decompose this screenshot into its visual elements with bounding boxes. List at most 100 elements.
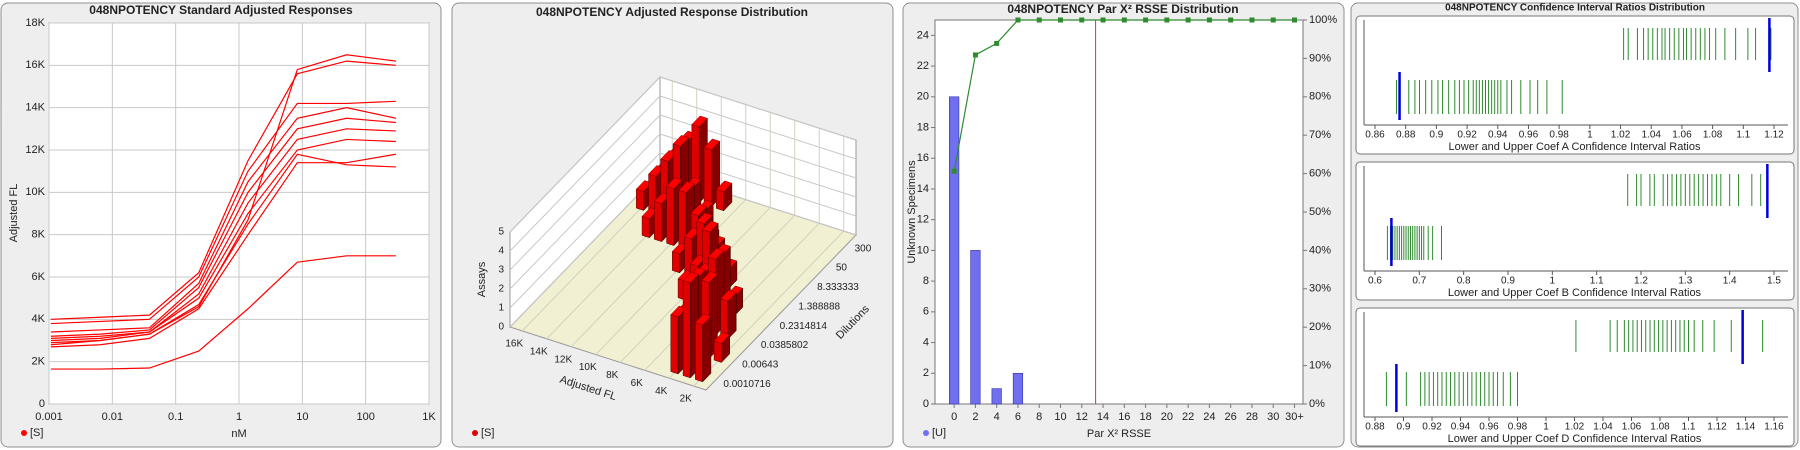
- x-tick-label: 1: [1543, 422, 1549, 433]
- x-tick-label: 12K: [554, 354, 572, 365]
- z-tick-label: 4: [498, 246, 504, 257]
- y-tick-label: 10K: [25, 186, 45, 198]
- z-tick-label: 2: [498, 284, 504, 295]
- z-tick-label: 5: [498, 227, 504, 238]
- bar-front: [695, 322, 703, 383]
- legend-marker: [472, 430, 478, 436]
- line: [50, 60, 396, 320]
- grid-line: [509, 152, 857, 309]
- x-tick-label: 1.02: [1565, 422, 1585, 433]
- y2-tick-label: 20%: [1309, 321, 1331, 333]
- x-tick-label: 0.6: [1368, 276, 1382, 287]
- y-tick-label: 16: [917, 152, 929, 164]
- x-axis-label: nM: [231, 428, 246, 440]
- x-tick-label: 1.12: [1764, 130, 1784, 141]
- y-tick-label: 10: [917, 244, 929, 256]
- y-tick-label: 14: [917, 183, 929, 195]
- x-tick-label: 0.9: [1501, 276, 1515, 287]
- bar-top: [707, 248, 725, 260]
- cumulative-point: [1270, 17, 1276, 23]
- z-axis-label: Assays: [476, 261, 488, 297]
- x-tick-label: 0.7: [1412, 276, 1426, 287]
- y2-tick-label: 0%: [1309, 398, 1325, 410]
- x-tick-label: 0.98: [1549, 130, 1569, 141]
- z-tick-label: 3: [498, 265, 504, 276]
- bar-front: [716, 189, 724, 212]
- x-tick-label: 1.14: [1736, 422, 1756, 433]
- chart-title: 048NPOTENCY Adjusted Response Distributi…: [536, 5, 808, 19]
- bar-top: [678, 181, 695, 193]
- bar-front: [636, 188, 644, 211]
- x-tick-label: 12: [1076, 411, 1088, 423]
- line: [50, 255, 396, 370]
- legend-marker: [21, 430, 27, 436]
- y-tick-label: 2: [923, 367, 929, 379]
- z-tick-label: 1: [498, 303, 504, 314]
- x-tick-label: 26: [1225, 411, 1237, 423]
- bar-side: [702, 315, 712, 383]
- x-tick-label: 1: [1550, 276, 1556, 287]
- bar-front: [703, 147, 712, 208]
- x-tick-label: 0.92: [1457, 130, 1477, 141]
- plot-area: [934, 19, 1304, 405]
- x-tick-label: 28: [1246, 411, 1258, 423]
- bar-top: [713, 332, 731, 344]
- x-tick-label: 0.92: [1422, 422, 1442, 433]
- x-axis-label: Lower and Upper Coef D Confidence Interv…: [1448, 433, 1702, 445]
- bar-top: [666, 177, 683, 189]
- y-tick-label: 0.00643: [742, 360, 779, 371]
- x-tick-label: 6: [1015, 411, 1021, 423]
- x-tick-label: 0: [951, 411, 957, 423]
- y-tick-label: 8K: [32, 229, 46, 241]
- y2-tick-label: 70%: [1309, 129, 1331, 141]
- x-axis-label: Lower and Upper Coef A Confidence Interv…: [1449, 141, 1701, 153]
- x-tick-label: 16: [1118, 411, 1130, 423]
- y-tick-label: 0: [39, 398, 45, 410]
- x-tick-label: 0.94: [1451, 422, 1471, 433]
- x-tick-label: 1.5: [1767, 276, 1781, 287]
- x-tick-label: 0.9: [1397, 422, 1411, 433]
- x-tick-label: 1.02: [1611, 130, 1631, 141]
- line: [50, 138, 396, 342]
- y-tick-label: 50: [836, 263, 848, 274]
- x-tick-label: 1.1: [1682, 422, 1696, 433]
- x-tick-label: 2K: [680, 394, 693, 405]
- bar-top: [682, 271, 700, 284]
- legend-label: [S]: [30, 427, 43, 439]
- plot-area: [1355, 161, 1795, 301]
- line: [50, 128, 396, 339]
- y-tick-label: 1.388888: [798, 301, 840, 312]
- x-tick-label: 0.88: [1365, 422, 1385, 433]
- y2-tick-label: 60%: [1309, 168, 1331, 180]
- y-tick-label: 8: [923, 275, 929, 287]
- x-tick-label: 4: [994, 411, 1000, 423]
- x-tick-label: 30: [1267, 411, 1279, 423]
- bar-top: [701, 271, 718, 283]
- bar-top: [672, 135, 690, 147]
- x-tick-label: 1: [1587, 130, 1593, 141]
- bar: [694, 313, 712, 383]
- bar-top: [720, 289, 737, 302]
- y2-tick-label: 50%: [1309, 206, 1331, 218]
- x-tick-label: 0.98: [1508, 422, 1528, 433]
- y-tick-label: 18: [917, 121, 929, 133]
- bar: [970, 250, 981, 405]
- x-tick-label: 10: [1054, 411, 1066, 423]
- line: [50, 107, 397, 333]
- x-tick-label: 1.1: [1590, 276, 1604, 287]
- bar-top: [696, 212, 713, 224]
- bar-top: [703, 138, 721, 151]
- y2-tick-label: 40%: [1309, 244, 1331, 256]
- x-tick-label: 14: [1097, 411, 1109, 423]
- x-tick-label: 1.04: [1593, 422, 1613, 433]
- y2-tick-label: 10%: [1309, 360, 1331, 372]
- line: [50, 54, 396, 346]
- y2-tick-label: 90%: [1309, 52, 1331, 64]
- y2-tick-label: 100%: [1309, 14, 1337, 26]
- x-tick-label: 0.001: [35, 411, 63, 423]
- legend-label: [S]: [481, 427, 494, 439]
- x-tick-label: 14K: [530, 346, 548, 357]
- bar-front: [672, 251, 680, 274]
- x-tick-label: 1.06: [1672, 130, 1692, 141]
- legend-marker: [923, 430, 929, 436]
